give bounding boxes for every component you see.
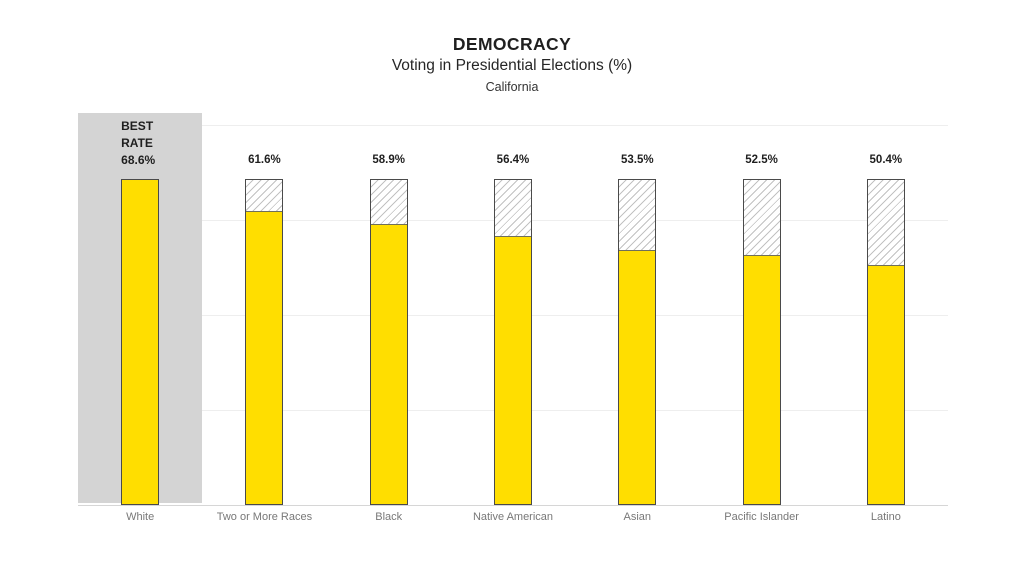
x-axis-label-white: White [126, 511, 155, 523]
chart-title: DEMOCRACY [452, 34, 572, 54]
value-label-latino: 50.4% [869, 154, 903, 167]
bar-fill-two-or-more-races [246, 211, 283, 504]
gridline-80-percent [78, 124, 948, 126]
bar-fill-pacific-islander [743, 254, 780, 504]
bar-white[interactable] [121, 179, 160, 505]
value-label-two-or-more-races: 61.6% [248, 154, 281, 167]
value-label-pacific-islander: 52.5% [745, 154, 778, 167]
x-axis-label-asian: Asian [623, 511, 652, 523]
bar-latino[interactable] [866, 179, 905, 505]
bar-fill-native-american [495, 236, 531, 504]
bar-asian[interactable] [618, 179, 657, 505]
bar-native-american[interactable] [494, 179, 532, 505]
x-axis-line [78, 505, 948, 506]
best-rate-label: BEST RATE 68.6% [121, 119, 156, 168]
value-label-native-american: 56.4% [496, 154, 530, 167]
chart-region-label: California [485, 80, 539, 94]
bar-chart-plot-area: BEST RATE 68.6% 61.6% 58.9% 56.4% 53.5% 52.5%… [78, 113, 948, 506]
x-axis-label-black: Black [375, 511, 403, 523]
bar-black[interactable] [369, 179, 408, 505]
bar-fill-asian [619, 249, 656, 504]
chart-subtitle: Voting in Presidential Elections (%) [391, 57, 633, 74]
bar-pacific-islander[interactable] [742, 179, 781, 505]
x-axis-label-native-american: Native American [472, 511, 554, 523]
bar-two-or-more-races[interactable] [245, 179, 284, 505]
value-label-black: 58.9% [372, 154, 405, 167]
x-axis-label-pacific-islander: Pacific Islander [724, 511, 799, 523]
bar-fill-latino [867, 264, 904, 504]
value-label-asian: 53.5% [620, 154, 654, 167]
bar-fill-black [370, 224, 407, 504]
chart-header: DEMOCRACY Voting in Presidential Electio… [0, 34, 1024, 98]
x-axis-label-latino: Latino [870, 511, 901, 523]
x-axis-label-two-or-more-races: Two or More Races [216, 511, 313, 523]
